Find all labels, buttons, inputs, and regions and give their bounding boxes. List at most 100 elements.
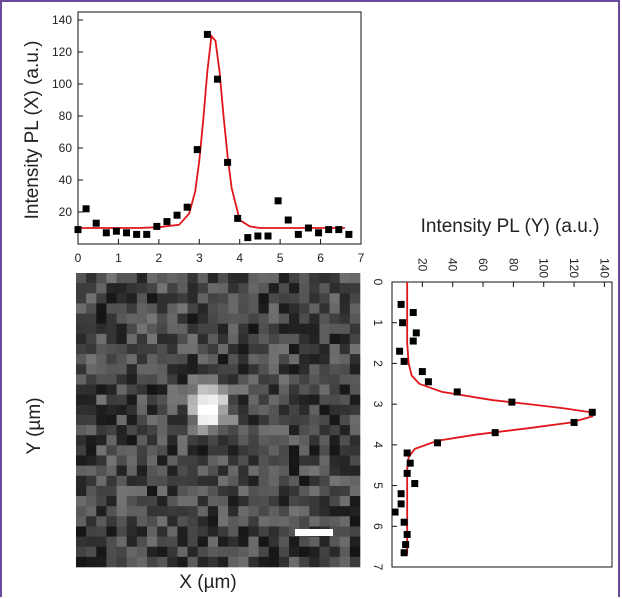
- heatmap-pixel: [319, 425, 330, 436]
- heatmap-pixel: [228, 536, 239, 548]
- heatmap-pixel: [106, 455, 117, 466]
- heatmap-pixel: [349, 364, 361, 375]
- top-plot-fit-curve: [78, 33, 345, 229]
- heatmap-pixel: [319, 293, 330, 304]
- heatmap-pixel: [238, 374, 249, 385]
- heatmap-pixel: [349, 273, 361, 284]
- heatmap-pixel: [86, 273, 97, 284]
- heatmap-pixel: [96, 536, 107, 548]
- heatmap-pixel: [106, 384, 117, 395]
- heatmap-pixel: [126, 425, 138, 436]
- heatmap-pixel: [258, 323, 270, 335]
- right-data-point: [406, 459, 414, 467]
- heatmap-pixel: [329, 465, 341, 477]
- heatmap-pixel: [136, 414, 148, 426]
- heatmap-pixel: [268, 374, 280, 385]
- heatmap-pixel: [147, 313, 158, 324]
- heatmap-pixel: [278, 343, 290, 355]
- heatmap-pixel: [157, 394, 168, 406]
- heatmap-pixel: [147, 283, 158, 294]
- heatmap-pixel: [177, 293, 188, 304]
- heatmap-pixel: [126, 414, 138, 426]
- right-position-tick-label: 2: [371, 360, 385, 367]
- top-plot-x-profile: 0 1 2 3 4 5 6 7 20 40 60 80 100 120 140 Intensity PL (…: [22, 11, 365, 265]
- heatmap-x-axis-label: X (µm): [179, 572, 236, 593]
- heatmap-pixel: [278, 394, 290, 406]
- heatmap-pixel: [278, 313, 290, 324]
- heatmap-pixel: [339, 526, 351, 537]
- heatmap-pixel: [218, 384, 229, 395]
- heatmap-pixel: [136, 354, 148, 365]
- heatmap-pixel: [238, 343, 249, 355]
- heatmap-pixel: [289, 354, 300, 365]
- heatmap-pixel: [136, 425, 148, 436]
- heatmap-pixel: [349, 333, 361, 345]
- heatmap-pixel: [76, 394, 87, 406]
- heatmap-pixel: [96, 414, 107, 426]
- heatmap-pixel: [349, 283, 361, 294]
- heatmap-pixel: [218, 485, 229, 497]
- heatmap-pixel: [309, 435, 320, 446]
- heatmap-pixel: [258, 465, 270, 477]
- heatmap-pixel: [218, 374, 229, 385]
- heatmap-pixel: [126, 303, 138, 314]
- heatmap-pixel: [96, 364, 107, 375]
- heatmap-pixel: [319, 455, 330, 466]
- heatmap-pixel: [187, 465, 199, 477]
- top-data-point: [193, 146, 201, 154]
- heatmap-pixel: [167, 536, 178, 548]
- heatmap-pixel: [309, 475, 320, 487]
- heatmap-pixel: [248, 465, 259, 477]
- heatmap-pixel: [177, 364, 188, 375]
- heatmap-pixel: [228, 313, 239, 324]
- heatmap-pixel: [248, 536, 259, 548]
- heatmap-pixel: [289, 526, 300, 537]
- heatmap-pixel: [167, 293, 178, 304]
- heatmap-pixel: [289, 333, 300, 345]
- heatmap-pixel: [187, 354, 199, 365]
- heatmap-pixel: [86, 526, 97, 537]
- heatmap-pixel: [197, 435, 209, 446]
- heatmap-pixel: [157, 546, 168, 558]
- heatmap-pixel: [187, 526, 199, 537]
- heatmap-pixel: [238, 354, 249, 365]
- right-data-point: [397, 490, 405, 498]
- heatmap-pixel: [167, 384, 178, 395]
- heatmap-pixel: [177, 374, 188, 385]
- heatmap-pixel: [299, 475, 310, 487]
- right-data-point: [453, 388, 461, 396]
- top-data-point: [133, 230, 141, 238]
- heatmap-pixel: [258, 374, 270, 385]
- heatmap-pixel: [177, 435, 188, 446]
- heatmap-pixel: [136, 475, 148, 487]
- pl-intensity-map: [76, 273, 361, 568]
- heatmap-pixel: [278, 455, 290, 466]
- heatmap-pixel: [187, 536, 199, 548]
- heatmap-y-axis-label: Y (µm): [24, 397, 45, 454]
- heatmap-pixel: [187, 455, 199, 466]
- heatmap-pixel: [157, 273, 168, 284]
- heatmap-pixel: [177, 546, 188, 558]
- heatmap-pixel: [157, 465, 168, 477]
- heatmap-pixel: [76, 303, 87, 314]
- top-data-point: [92, 219, 100, 227]
- heatmap-pixel: [136, 343, 148, 355]
- top-data-point: [102, 229, 110, 237]
- heatmap-pixel: [258, 516, 270, 527]
- heatmap-pixel: [278, 293, 290, 304]
- top-data-point: [173, 211, 181, 219]
- heatmap-pixel: [207, 384, 219, 395]
- heatmap-pixel: [289, 394, 300, 406]
- heatmap-pixel: [126, 364, 138, 375]
- heatmap-pixel: [309, 313, 320, 324]
- heatmap-pixel: [248, 404, 259, 416]
- heatmap-pixel: [268, 546, 280, 558]
- heatmap-pixel: [126, 374, 138, 385]
- heatmap-pixel: [86, 323, 97, 335]
- heatmap-pixel: [329, 414, 341, 426]
- heatmap-pixel: [76, 465, 87, 477]
- heatmap-pixel: [207, 323, 219, 335]
- heatmap-pixel: [299, 313, 310, 324]
- heatmap-pixel: [258, 404, 270, 416]
